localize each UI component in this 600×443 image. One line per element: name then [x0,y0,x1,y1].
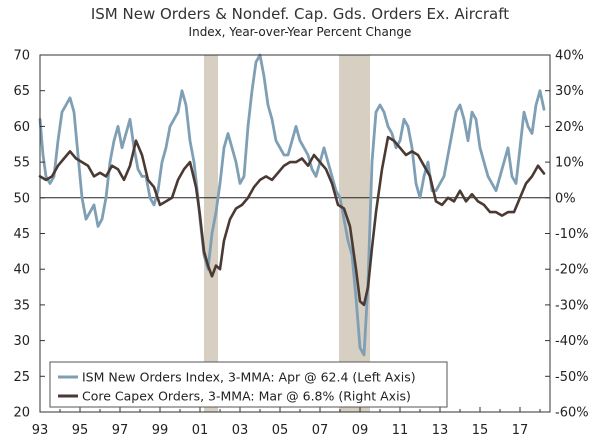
recession-bar-1 [339,55,370,412]
left-tick-label: 25 [13,370,30,385]
recession-shading [204,55,370,412]
series-line-ism-new-orders [38,53,546,357]
left-tick-label: 60 [13,120,30,135]
series-lines [38,53,546,357]
right-tick-label: 10% [555,156,584,171]
right-tick-label: 20% [555,120,584,135]
right-tick-label: 30% [555,84,584,99]
left-tick-label: 55 [13,156,30,171]
x-tick-label: 01 [192,423,209,438]
series-line-core-capex [38,135,546,307]
left-tick-label: 30 [13,334,30,349]
x-tick-label: 09 [352,423,369,438]
legend: ISM New Orders Index, 3-MMA: Apr @ 62.4 … [49,361,448,408]
x-tick-label: 07 [312,423,329,438]
left-tick-label: 70 [13,49,30,64]
x-tick-label: 11 [392,423,409,438]
right-axis: -60% -50% -40% -30% -20% -10% 0% 10% 20% 30% 40% [545,49,589,421]
left-tick-label: 35 [13,298,30,313]
legend-box [49,361,448,408]
x-tick-label: 03 [232,423,249,438]
x-tick-label: 93 [32,423,49,438]
x-tick-label: 05 [272,423,289,438]
right-tick-label: -60% [555,406,589,421]
chart-subtitle: Index, Year-over-Year Percent Change [189,25,412,39]
left-tick-label: 40 [13,263,30,278]
right-tick-label: 0% [555,191,576,206]
x-tick-label: 99 [152,423,169,438]
legend-label-core-capex: Core Capex Orders, 3-MMA: Mar @ 6.8% (Ri… [82,389,411,404]
x-tick-label: 97 [112,423,129,438]
x-tick-label: 15 [472,423,489,438]
right-tick-label: -30% [555,298,589,313]
right-tick-label: -20% [555,263,589,278]
left-tick-label: 65 [13,84,30,99]
right-tick-label: 40% [555,49,584,64]
legend-label-ism: ISM New Orders Index, 3-MMA: Apr @ 62.4 … [82,370,416,385]
right-tick-label: -10% [555,227,589,242]
left-tick-label: 50 [13,191,30,206]
left-tick-label: 45 [13,227,30,242]
plot-frame [39,54,551,413]
right-tick-label: -50% [555,370,589,385]
x-tick-label: 17 [512,423,529,438]
left-axis: 20 25 30 35 40 45 50 55 60 65 70 [13,49,45,421]
x-tick-label: 13 [432,423,449,438]
x-tick-label: 95 [72,423,89,438]
left-tick-label: 20 [13,406,30,421]
right-tick-label: -40% [555,334,589,349]
chart-title: ISM New Orders & Nondef. Cap. Gds. Order… [91,5,509,23]
x-axis: 93 95 97 99 01 03 05 07 09 11 13 15 17 [32,407,541,438]
